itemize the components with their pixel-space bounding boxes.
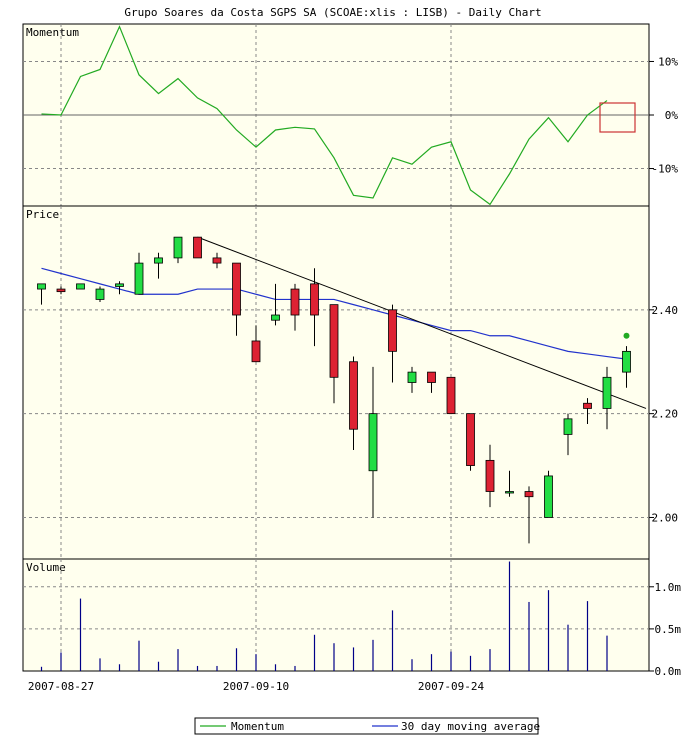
candle <box>76 283 85 290</box>
x-tick-label: 2007-09-24 <box>418 680 485 693</box>
candle <box>154 252 163 279</box>
candle <box>349 356 358 450</box>
candle-body <box>388 309 397 352</box>
momentum-tick-label: 10% <box>658 55 678 68</box>
candle-body <box>446 376 456 415</box>
candle-body <box>563 418 573 435</box>
candle-body <box>466 413 475 466</box>
candle <box>134 252 144 295</box>
candle <box>427 371 436 393</box>
chart-title: Grupo Soares da Costa SGPS SA (SCOAE:xli… <box>124 6 541 19</box>
candle <box>583 398 592 425</box>
candle-body <box>115 283 124 287</box>
candle-body <box>505 491 514 494</box>
x-axis-labels: 2007-08-27 2007-09-10 2007-09-24 <box>28 680 485 693</box>
candle <box>602 366 612 430</box>
legend-momentum-label: Momentum <box>231 720 284 733</box>
x-tick-label: 2007-09-10 <box>223 680 289 693</box>
candle-body <box>310 283 319 316</box>
candle <box>524 486 534 544</box>
candle <box>251 325 261 363</box>
trend-line <box>197 236 647 409</box>
candle-body <box>37 283 46 290</box>
volume-panel-label: Volume <box>26 561 66 574</box>
candle-body <box>212 257 222 264</box>
candle-body <box>76 283 85 290</box>
price-tick-label: 2.00 <box>652 511 679 524</box>
candle-body <box>407 371 417 383</box>
price-tick-label: 2.40 <box>652 304 679 317</box>
momentum-panel-label: Momentum <box>26 26 79 39</box>
candle <box>37 283 46 305</box>
candle-body <box>368 413 378 472</box>
candle-body <box>251 340 261 363</box>
candle <box>544 470 553 518</box>
candle-body <box>427 371 436 383</box>
volume-tick-label: 0.5m <box>655 623 682 636</box>
momentum-tick-label: 0% <box>665 109 679 122</box>
volume-tick-label: 1.0m <box>655 581 682 594</box>
candle <box>407 366 417 393</box>
candle <box>329 304 339 404</box>
candle <box>290 283 300 331</box>
candle <box>310 268 319 347</box>
candle-body <box>232 262 241 316</box>
candle-body <box>56 288 66 293</box>
candle-body <box>485 459 495 492</box>
candle <box>622 346 631 388</box>
candle-body <box>134 262 144 295</box>
candle-body <box>524 491 534 498</box>
candle-body <box>602 376 612 409</box>
candle <box>388 304 397 383</box>
legend-ma-label: 30 day moving average <box>401 720 540 733</box>
last-price-marker <box>623 332 630 339</box>
candle <box>485 444 495 508</box>
candle <box>368 366 378 518</box>
candle <box>232 262 241 336</box>
candle <box>115 281 124 295</box>
candle <box>271 283 280 326</box>
candle-body <box>290 288 300 316</box>
candle <box>505 470 514 497</box>
price-panel-bg <box>22 205 650 560</box>
candle-body <box>154 257 163 264</box>
candle-body <box>544 475 553 518</box>
candle <box>193 236 202 259</box>
momentum-tick-label: -10% <box>652 163 679 176</box>
price-panel: Price 2.00 2.20 2.40 <box>22 205 679 560</box>
price-panel-label: Price <box>26 208 59 221</box>
candle <box>173 236 183 264</box>
candle-body <box>95 288 105 300</box>
candle <box>95 286 105 303</box>
legend-box <box>194 717 539 735</box>
volume-panel: Volume 0.0m 0.5m 1.0m <box>22 558 682 678</box>
candle-body <box>349 361 358 430</box>
volume-tick-label: 0.0m <box>655 665 682 678</box>
candle <box>56 286 66 295</box>
x-tick-label: 2007-08-27 <box>28 680 94 693</box>
candle <box>212 252 222 269</box>
candle <box>563 413 573 456</box>
momentum-line <box>41 25 608 206</box>
momentum-highlight-box <box>599 102 636 133</box>
candle <box>466 413 475 471</box>
volume-panel-bg <box>22 558 650 672</box>
candle <box>446 376 456 415</box>
candle-body <box>173 236 183 259</box>
candle-body <box>329 304 339 378</box>
candle-body <box>583 402 592 409</box>
price-tick-label: 2.20 <box>652 408 679 421</box>
legend: Momentum 30 day moving average <box>194 717 540 735</box>
candle-body <box>193 236 202 259</box>
candle-body <box>271 314 280 321</box>
momentum-panel: Momentum 10% 0% -10% <box>22 23 679 207</box>
candle-body <box>622 350 631 373</box>
